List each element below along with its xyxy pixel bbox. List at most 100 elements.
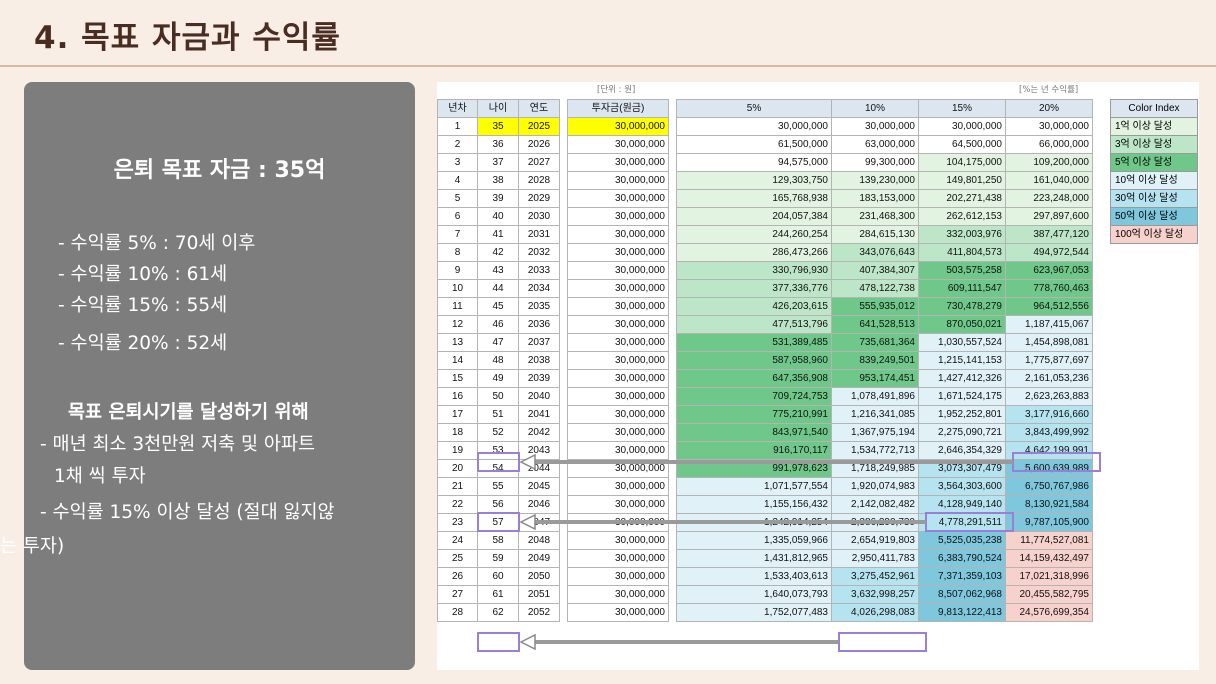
cell-rate-10: 284,615,130	[831, 225, 919, 244]
cell-principal: 30,000,000	[567, 333, 669, 352]
cell-year: 2038	[518, 351, 560, 370]
cell-rate-10: 735,681,364	[831, 333, 919, 352]
color-index-item: 50억 이상 달성	[1110, 207, 1198, 226]
cell-rate-20: 964,512,556	[1005, 297, 1093, 316]
cell-rate-5: 647,356,908	[676, 369, 832, 388]
rate-line-15: - 수익률 15% : 55세	[58, 295, 228, 316]
color-index-item: 30억 이상 달성	[1110, 189, 1198, 208]
cell-rate-15: 332,003,976	[918, 225, 1006, 244]
cell-year-index: 22	[437, 495, 478, 514]
cell-principal: 30,000,000	[567, 441, 669, 460]
cell-year-index: 10	[437, 279, 478, 298]
cell-principal: 30,000,000	[567, 603, 669, 622]
cell-year-index: 16	[437, 387, 478, 406]
summary-panel: 은퇴 목표 자금 : 35억 - 수익률 5% : 70세 이후 - 수익률 1…	[0, 82, 415, 670]
color-index-item: 100억 이상 달성	[1110, 225, 1198, 244]
cell-principal: 30,000,000	[567, 117, 669, 136]
table-row: 10 44 2034 30,000,000 377,336,776 478,122,738…	[437, 279, 1093, 298]
cell-rate-5: 1,335,059,966	[676, 531, 832, 550]
cell-rate-15: 30,000,000	[918, 117, 1006, 136]
projection-table: 년차 나이 연도 투자금(원금) 5% 10% 15% 20% 1 35 2025 3…	[437, 99, 1093, 622]
cell-rate-10: 839,249,501	[831, 351, 919, 370]
table-row: 3 37 2027 30,000,000 94,575,000 99,300,000 104…	[437, 153, 1093, 172]
table-header-row: 년차 나이 연도 투자금(원금) 5% 10% 15% 20%	[437, 99, 1093, 118]
cell-principal: 30,000,000	[567, 207, 669, 226]
cell-rate-15: 64,500,000	[918, 135, 1006, 154]
cell-rate-10: 3,632,998,257	[831, 585, 919, 604]
cell-rate-15: 4,128,949,140	[918, 495, 1006, 514]
cell-principal: 30,000,000	[567, 459, 669, 478]
cell-year-index: 27	[437, 585, 478, 604]
cell-rate-10: 555,935,012	[831, 297, 919, 316]
cell-rate-15: 4,778,291,511	[918, 513, 1006, 532]
cell-age: 61	[477, 585, 519, 604]
cell-rate-10: 99,300,000	[831, 153, 919, 172]
cell-rate-20: 24,576,699,354	[1005, 603, 1093, 622]
cell-rate-5: 377,336,776	[676, 279, 832, 298]
cell-rate-15: 870,050,021	[918, 315, 1006, 334]
cell-year-index: 4	[437, 171, 478, 190]
cell-year: 2026	[518, 135, 560, 154]
cell-age: 52	[477, 423, 519, 442]
cell-year-index: 20	[437, 459, 478, 478]
table-row: 28 62 2052 30,000,000 1,752,077,483 4,026,298…	[437, 603, 1093, 622]
cell-year-index: 25	[437, 549, 478, 568]
cell-rate-20: 8,130,921,584	[1005, 495, 1093, 514]
cell-rate-5: 587,958,960	[676, 351, 832, 370]
cell-year-index: 8	[437, 243, 478, 262]
color-index-item: 5억 이상 달성	[1110, 153, 1198, 172]
cell-rate-20: 5,600,639,989	[1005, 459, 1093, 478]
rate-line-10: - 수익률 10% : 61세	[58, 264, 228, 285]
table-row: 12 46 2036 30,000,000 477,513,796 641,528,513…	[437, 315, 1093, 334]
table-row: 9 43 2033 30,000,000 330,796,930 407,384,307 5…	[437, 261, 1093, 280]
cell-rate-10: 2,142,082,482	[831, 495, 919, 514]
table-row: 6 40 2030 30,000,000 204,057,384 231,468,300 2…	[437, 207, 1093, 226]
color-index-header: Color Index	[1110, 99, 1198, 118]
cell-rate-15: 7,371,359,103	[918, 567, 1006, 586]
cell-rate-10: 30,000,000	[831, 117, 919, 136]
cell-year: 2046	[518, 495, 560, 514]
cell-age: 37	[477, 153, 519, 172]
cell-rate-5: 129,303,750	[676, 171, 832, 190]
cell-rate-20: 3,177,916,660	[1005, 405, 1093, 424]
cell-rate-10: 1,920,074,983	[831, 477, 919, 496]
cell-year-index: 18	[437, 423, 478, 442]
cell-age: 50	[477, 387, 519, 406]
cell-rate-20: 17,021,318,996	[1005, 567, 1093, 586]
cell-year: 2047	[518, 513, 560, 532]
cell-rate-20: 2,161,053,236	[1005, 369, 1093, 388]
cell-rate-5: 531,389,485	[676, 333, 832, 352]
cell-rate-5: 94,575,000	[676, 153, 832, 172]
cell-year-index: 3	[437, 153, 478, 172]
table-row: 16 50 2040 30,000,000 709,724,753 1,078,491,8…	[437, 387, 1093, 406]
cell-age: 38	[477, 171, 519, 190]
cell-rate-10: 183,153,000	[831, 189, 919, 208]
cell-principal: 30,000,000	[567, 225, 669, 244]
cell-principal: 30,000,000	[567, 171, 669, 190]
cell-rate-10: 2,950,411,783	[831, 549, 919, 568]
cell-rate-20: 2,623,263,883	[1005, 387, 1093, 406]
plan-line-3: - 수익률 15% 이상 달성 (절대 잃지않	[40, 502, 335, 523]
cell-principal: 30,000,000	[567, 297, 669, 316]
cell-rate-10: 2,386,290,730	[831, 513, 919, 532]
cell-year-index: 13	[437, 333, 478, 352]
cell-age: 40	[477, 207, 519, 226]
cell-rate-20: 14,159,432,497	[1005, 549, 1093, 568]
cell-year-index: 26	[437, 567, 478, 586]
cell-principal: 30,000,000	[567, 549, 669, 568]
cell-rate-5: 477,513,796	[676, 315, 832, 334]
cell-year-index: 9	[437, 261, 478, 280]
table-row: 22 56 2046 30,000,000 1,155,156,432 2,142,082…	[437, 495, 1093, 514]
cell-year-index: 21	[437, 477, 478, 496]
cell-rate-15: 2,275,090,721	[918, 423, 1006, 442]
cell-age: 41	[477, 225, 519, 244]
cell-principal: 30,000,000	[567, 585, 669, 604]
cell-year-index: 12	[437, 315, 478, 334]
cell-rate-5: 991,978,623	[676, 459, 832, 478]
cell-rate-5: 1,752,077,483	[676, 603, 832, 622]
cell-age: 59	[477, 549, 519, 568]
cell-rate-5: 1,155,156,432	[676, 495, 832, 514]
cell-year: 2052	[518, 603, 560, 622]
plan-heading: 목표 은퇴시기를 달성하기 위해	[68, 402, 309, 423]
cell-principal: 30,000,000	[567, 189, 669, 208]
